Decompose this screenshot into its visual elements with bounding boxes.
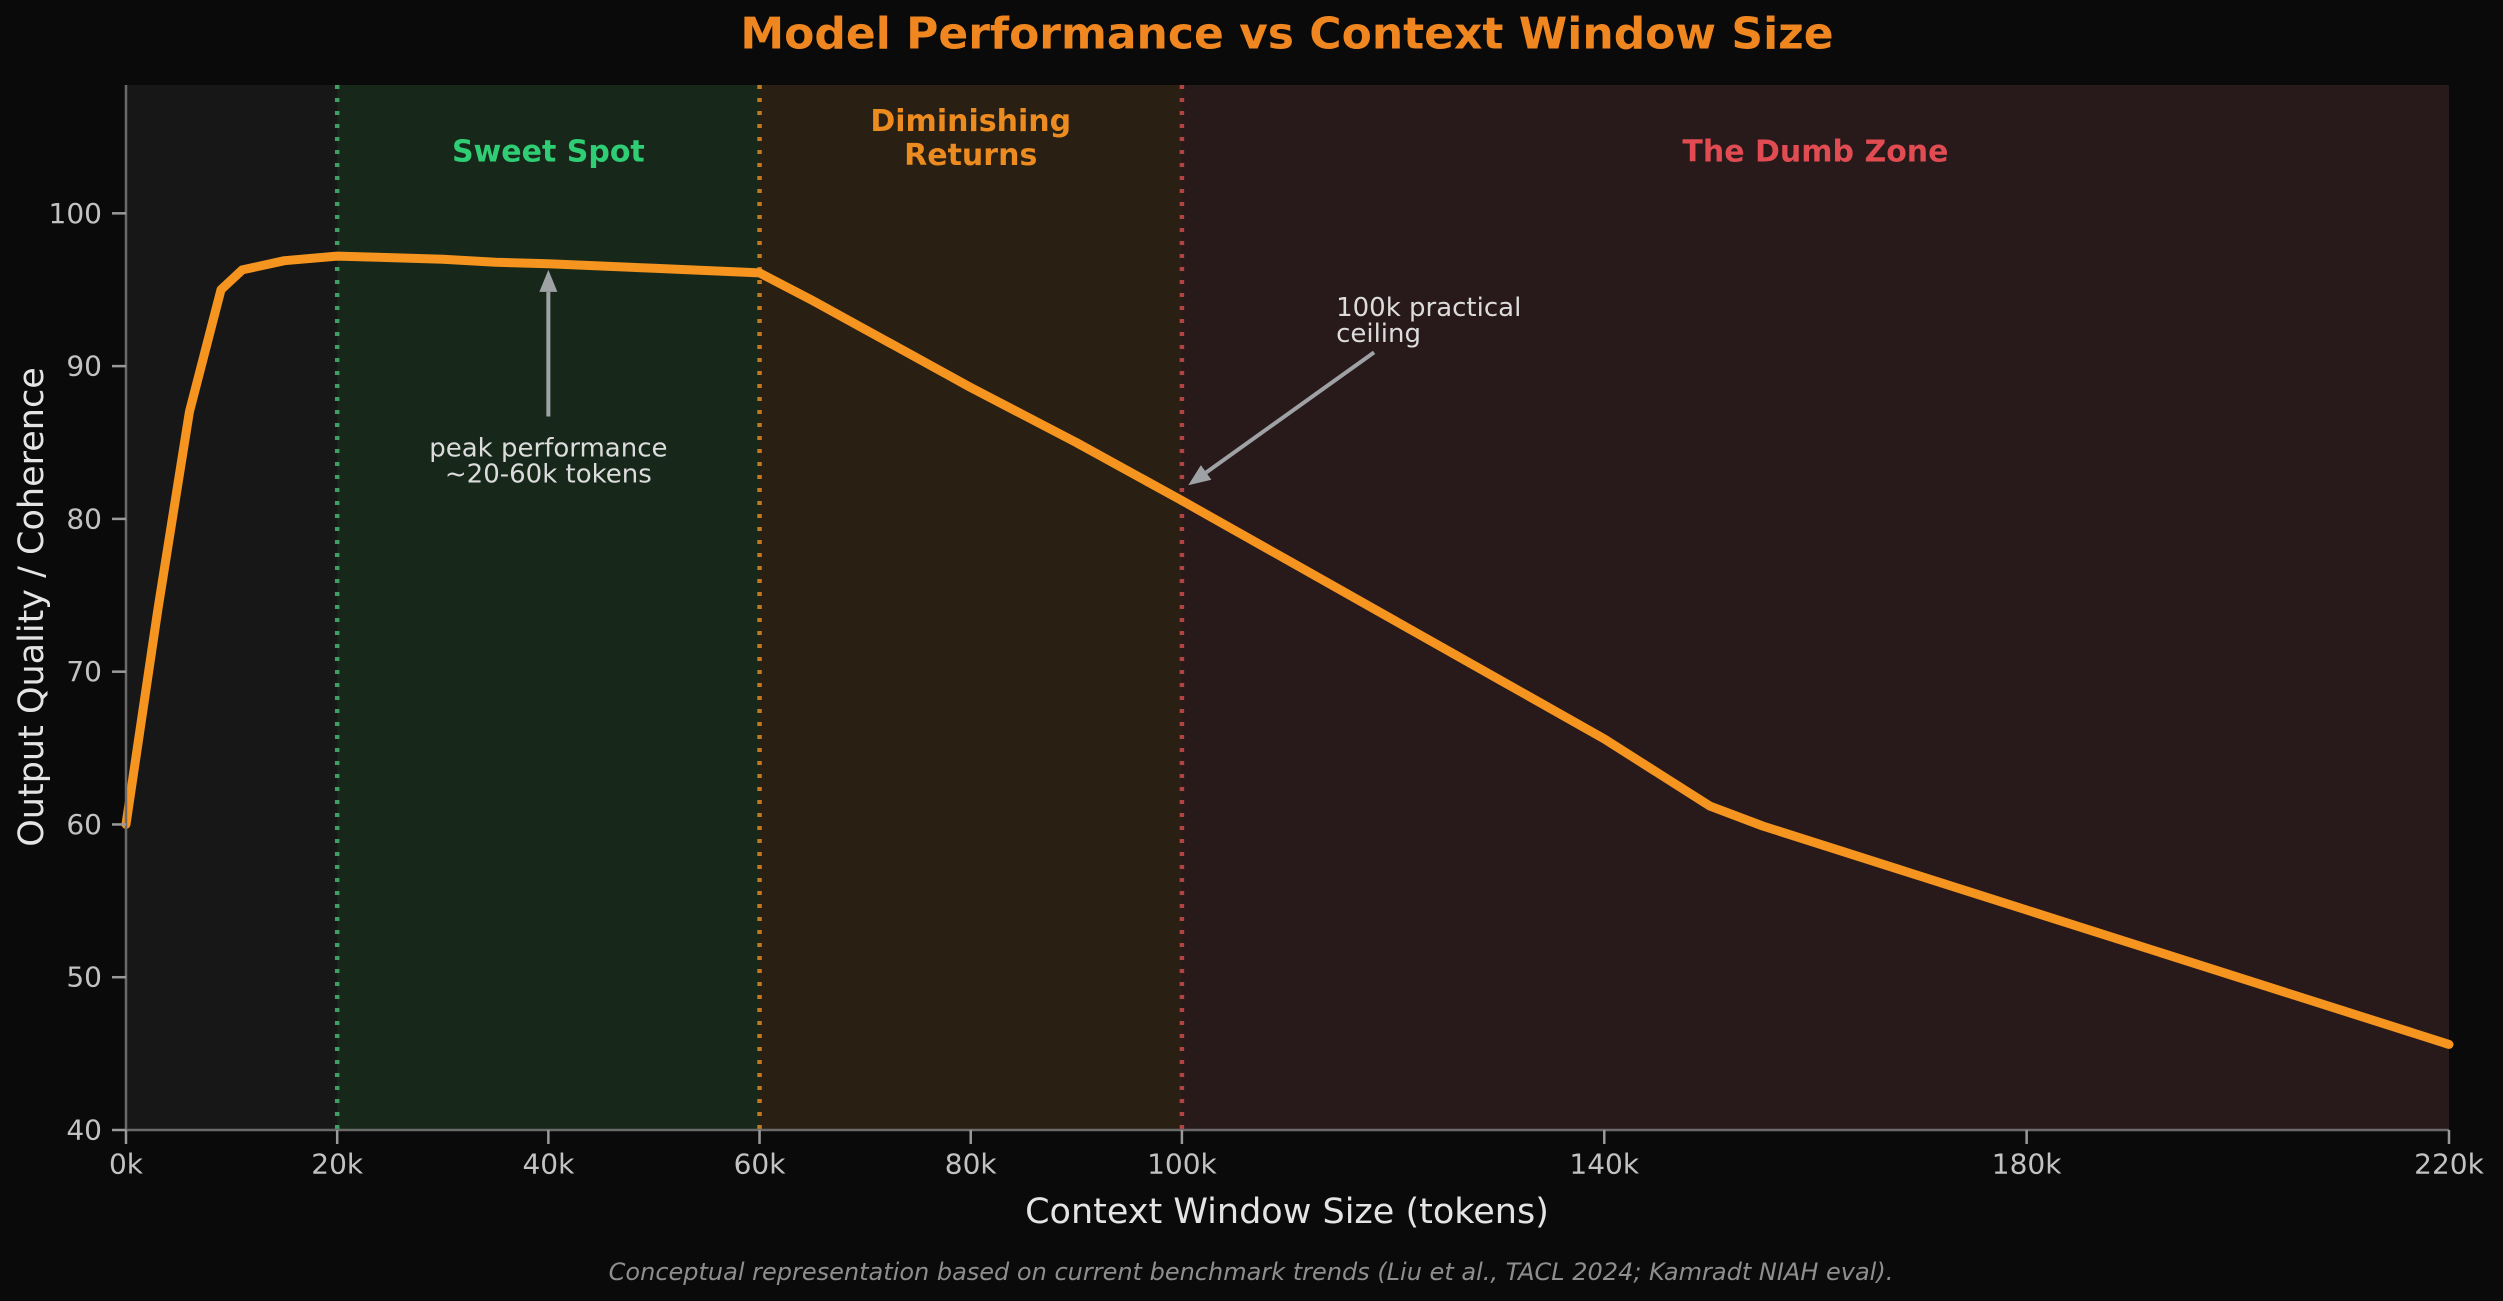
y-axis-title: Output Quality / Coherence: [12, 367, 52, 847]
series-layer: [121, 251, 2454, 1049]
ceiling-annotation-arrow-shaft: [1204, 350, 1376, 475]
annotations-layer: peak performance~20-60k tokens 100k pract…: [429, 269, 1521, 490]
zone-diminishing-returns: [759, 85, 1182, 1130]
highlight-zones: [334, 85, 2449, 1130]
y-tick-label-90: 90: [66, 350, 102, 383]
peak-annotation-text-line2: ~20-60k tokens: [445, 460, 652, 490]
ceiling-annotation-text-line2: ceiling: [1336, 319, 1421, 349]
ceiling-annotation-arrow-head: [1188, 465, 1212, 486]
y-tick-label-80: 80: [66, 502, 102, 535]
zone-label-diminishing-returns-line2: Returns: [904, 138, 1037, 173]
x-tick-label-40k: 40k: [522, 1148, 575, 1181]
x-tick-label-80k: 80k: [945, 1148, 998, 1181]
axes-layer: 0k 20k 40k 60k 80k 100k 140k 180k 220k 40 50 60 70 80…: [49, 85, 2485, 1181]
x-tick-label-60k: 60k: [734, 1148, 787, 1181]
x-tick-label-0k: 0k: [109, 1148, 144, 1181]
zone-the-dumb-zone: [1181, 85, 2449, 1130]
y-tick-label-100: 100: [49, 197, 102, 230]
x-tick-label-140k: 140k: [1569, 1148, 1639, 1181]
x-tick-label-180k: 180k: [1992, 1148, 2062, 1181]
x-tick-label-20k: 20k: [311, 1148, 364, 1181]
performance-curve: [121, 251, 2454, 1049]
y-tick-label-70: 70: [66, 655, 102, 688]
chart-title: Model Performance vs Context Window Size: [740, 9, 1833, 60]
zone-label-diminishing-returns-line1: Diminishing: [870, 104, 1071, 139]
chart-footnote: Conceptual representation based on curre…: [609, 1258, 1894, 1286]
y-tick-label-50: 50: [66, 961, 102, 994]
x-tick-label-220k: 220k: [2414, 1148, 2484, 1181]
zone-label-sweet-spot: Sweet Spot: [452, 135, 645, 170]
zone-label-the-dumb-zone: The Dumb Zone: [1682, 135, 1948, 170]
y-tick-label-60: 60: [66, 808, 102, 841]
x-tick-label-100k: 100k: [1147, 1148, 1217, 1181]
ceiling-annotation-text-line1: 100k practical: [1336, 293, 1521, 323]
peak-annotation-text-line1: peak performance: [429, 434, 667, 464]
zone-sweet-spot: [337, 85, 760, 1130]
peak-annotation-arrow-head: [539, 269, 558, 292]
x-axis-title: Context Window Size (tokens): [1025, 1192, 1549, 1232]
y-tick-label-40: 40: [66, 1114, 102, 1147]
